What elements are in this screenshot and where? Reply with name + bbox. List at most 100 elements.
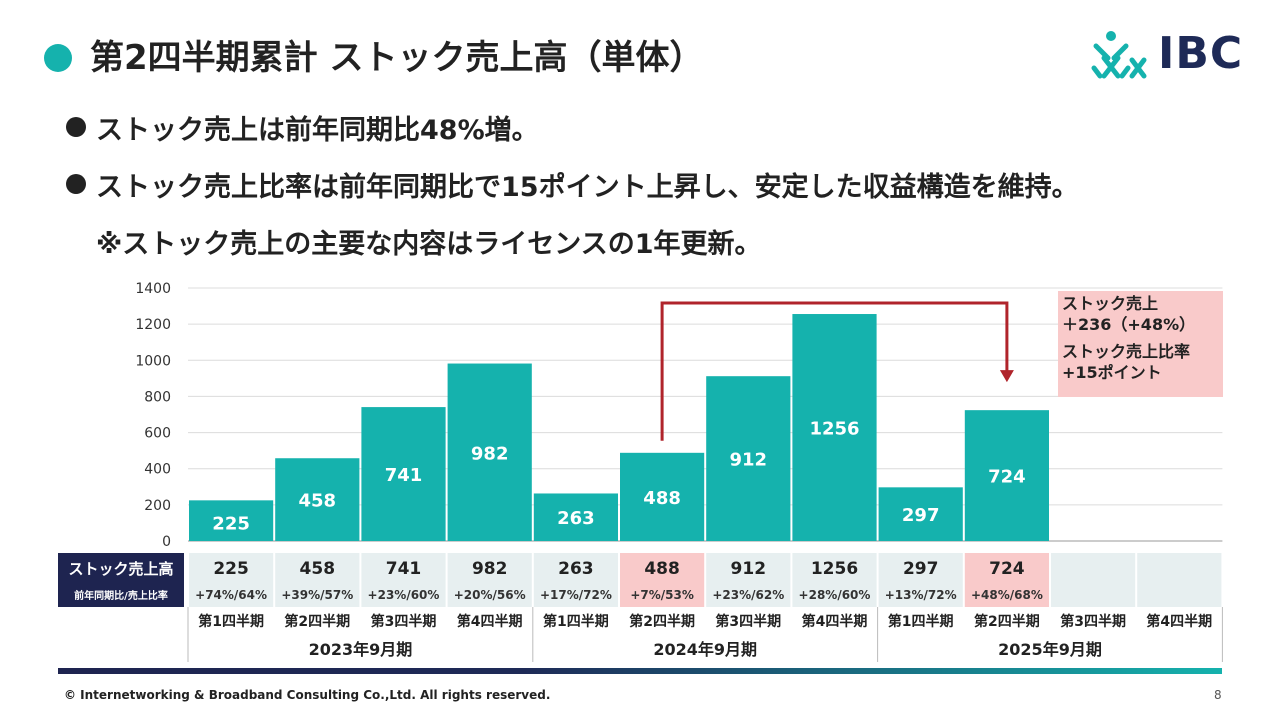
table-cell-bg — [620, 553, 705, 607]
table-ratio: +23%/62% — [712, 588, 784, 602]
bar — [533, 493, 618, 541]
y-tick-label: 0 — [162, 534, 171, 550]
table-ratio: +13%/72% — [885, 588, 957, 602]
bar — [964, 410, 1049, 541]
chart-bars: 225 458 741 982 263 488 912 1256 297 724 — [189, 314, 1049, 541]
bullet-2-text: ストック売上比率は前年同期比で15ポイント上昇し、安定した収益構造を維持。 — [96, 172, 1079, 203]
table-value: 724 — [989, 559, 1025, 579]
comparison-arrow — [660, 301, 1014, 441]
fiscal-year-label: 2024年9月期 — [653, 640, 757, 659]
chart-y-axis: 0 200 400 600 800 1000 1200 1400 — [135, 281, 171, 550]
table-cell-bg — [361, 553, 446, 607]
table-value: 297 — [903, 559, 939, 579]
callout-line-4: +15ポイント — [1062, 363, 1162, 382]
bar-label: 488 — [643, 488, 681, 509]
table-ratio: +17%/72% — [540, 588, 612, 602]
table-value: 225 — [213, 559, 249, 579]
table-label-bg — [58, 553, 184, 582]
table-ratio: +74%/64% — [195, 588, 267, 602]
table-value: 263 — [558, 559, 594, 579]
y-tick-label: 200 — [144, 498, 171, 514]
table-ratio: +28%/60% — [799, 588, 871, 602]
bullet-1-text: ストック売上は前年同期比48%増。 — [96, 115, 539, 146]
table-value: 982 — [472, 559, 508, 579]
quarter-label: 第4四半期 — [802, 613, 868, 630]
ibc-logo-icon — [1091, 31, 1147, 79]
callout-line-2: ＋236（+48%） — [1062, 315, 1196, 334]
fiscal-year-label: 2025年9月期 — [998, 640, 1102, 659]
chart-grid — [188, 287, 1223, 542]
callout-line-1: ストック売上 — [1062, 294, 1159, 313]
callout-box: ストック売上 ＋236（+48%） ストック売上比率 +15ポイント — [1058, 291, 1223, 397]
y-tick-label: 1000 — [135, 353, 171, 369]
bar-label: 982 — [471, 443, 509, 464]
table-cell-bg — [1137, 553, 1222, 607]
bar — [620, 452, 705, 541]
table-cell-bg — [1051, 553, 1136, 607]
footer-bar — [58, 668, 1222, 674]
table-cell-bg — [792, 553, 877, 607]
fiscal-year-label: 2023年9月期 — [309, 640, 413, 659]
table-cell-bg — [189, 553, 274, 607]
copyright: © Internetworking & Broadband Consulting… — [64, 688, 551, 702]
bar — [361, 407, 446, 541]
table-row-label: 前年同期比/売上比率 — [74, 589, 168, 602]
y-tick-label: 800 — [144, 389, 171, 405]
bar-label: 912 — [730, 450, 768, 471]
quarter-label: 第3四半期 — [371, 613, 437, 630]
quarter-label: 第3四半期 — [1060, 613, 1126, 630]
table-cell-bg — [706, 553, 791, 607]
bar — [792, 314, 877, 541]
arrow-head-icon — [999, 370, 1014, 383]
page-number: 8 — [1214, 688, 1222, 702]
title-bullet-icon — [44, 44, 72, 72]
table-value: 458 — [300, 559, 336, 579]
quarter-label: 第1四半期 — [543, 613, 609, 630]
quarter-label: 第1四半期 — [198, 613, 264, 630]
table-ratio: +23%/60% — [368, 588, 440, 602]
bar-label: 724 — [988, 467, 1026, 488]
table-cell-bg — [964, 553, 1049, 607]
table-value: 488 — [644, 559, 680, 579]
bar-label: 741 — [385, 465, 423, 486]
table-row-label: ストック売上高 — [68, 560, 173, 578]
quarter-label: 第2四半期 — [974, 613, 1040, 630]
y-tick-label: 1200 — [135, 317, 171, 333]
bar-label: 297 — [902, 505, 940, 526]
bar — [189, 500, 274, 541]
note-text: ※ストック売上の主要な内容はライセンスの1年更新。 — [96, 229, 762, 260]
table-value: 912 — [731, 559, 767, 579]
bullet-2: ストック売上比率は前年同期比で15ポイント上昇し、安定した収益構造を維持。 — [66, 165, 1079, 204]
y-tick-label: 600 — [144, 426, 171, 442]
table-label-bg — [58, 582, 184, 607]
bar — [878, 487, 963, 541]
table-cell-bg — [275, 553, 360, 607]
arrow-line — [660, 301, 1009, 441]
table-ratio: +20%/56% — [454, 588, 526, 602]
table-ratio: +39%/57% — [281, 588, 353, 602]
bar-label: 225 — [212, 513, 250, 534]
callout-line-3: ストック売上比率 — [1062, 342, 1191, 361]
quarter-label: 第4四半期 — [1146, 613, 1212, 630]
quarter-label: 第4四半期 — [457, 613, 523, 630]
quarter-label: 第2四半期 — [284, 613, 350, 630]
bar — [706, 376, 791, 541]
table-cell-bg — [447, 553, 532, 607]
table-cell-bg — [533, 553, 618, 607]
bar-label: 263 — [557, 508, 595, 529]
bullet-dot-icon — [66, 174, 86, 194]
quarter-label: 第1四半期 — [888, 613, 954, 630]
table-value: 741 — [386, 559, 422, 579]
logo-text: IBC — [1158, 28, 1244, 79]
bullet-1: ストック売上は前年同期比48%増。 — [66, 108, 539, 147]
quarter-label: 第2四半期 — [629, 613, 695, 630]
bullet-dot-icon — [66, 117, 86, 137]
y-tick-label: 1400 — [135, 281, 171, 297]
table-ratio: +7%/53% — [630, 588, 694, 602]
bar-label: 1256 — [809, 419, 859, 440]
page-title: 第2四半期累計 ストック売上高（単体） — [90, 38, 704, 78]
table-ratio: +48%/68% — [971, 588, 1043, 602]
table-value: 1256 — [811, 559, 858, 579]
